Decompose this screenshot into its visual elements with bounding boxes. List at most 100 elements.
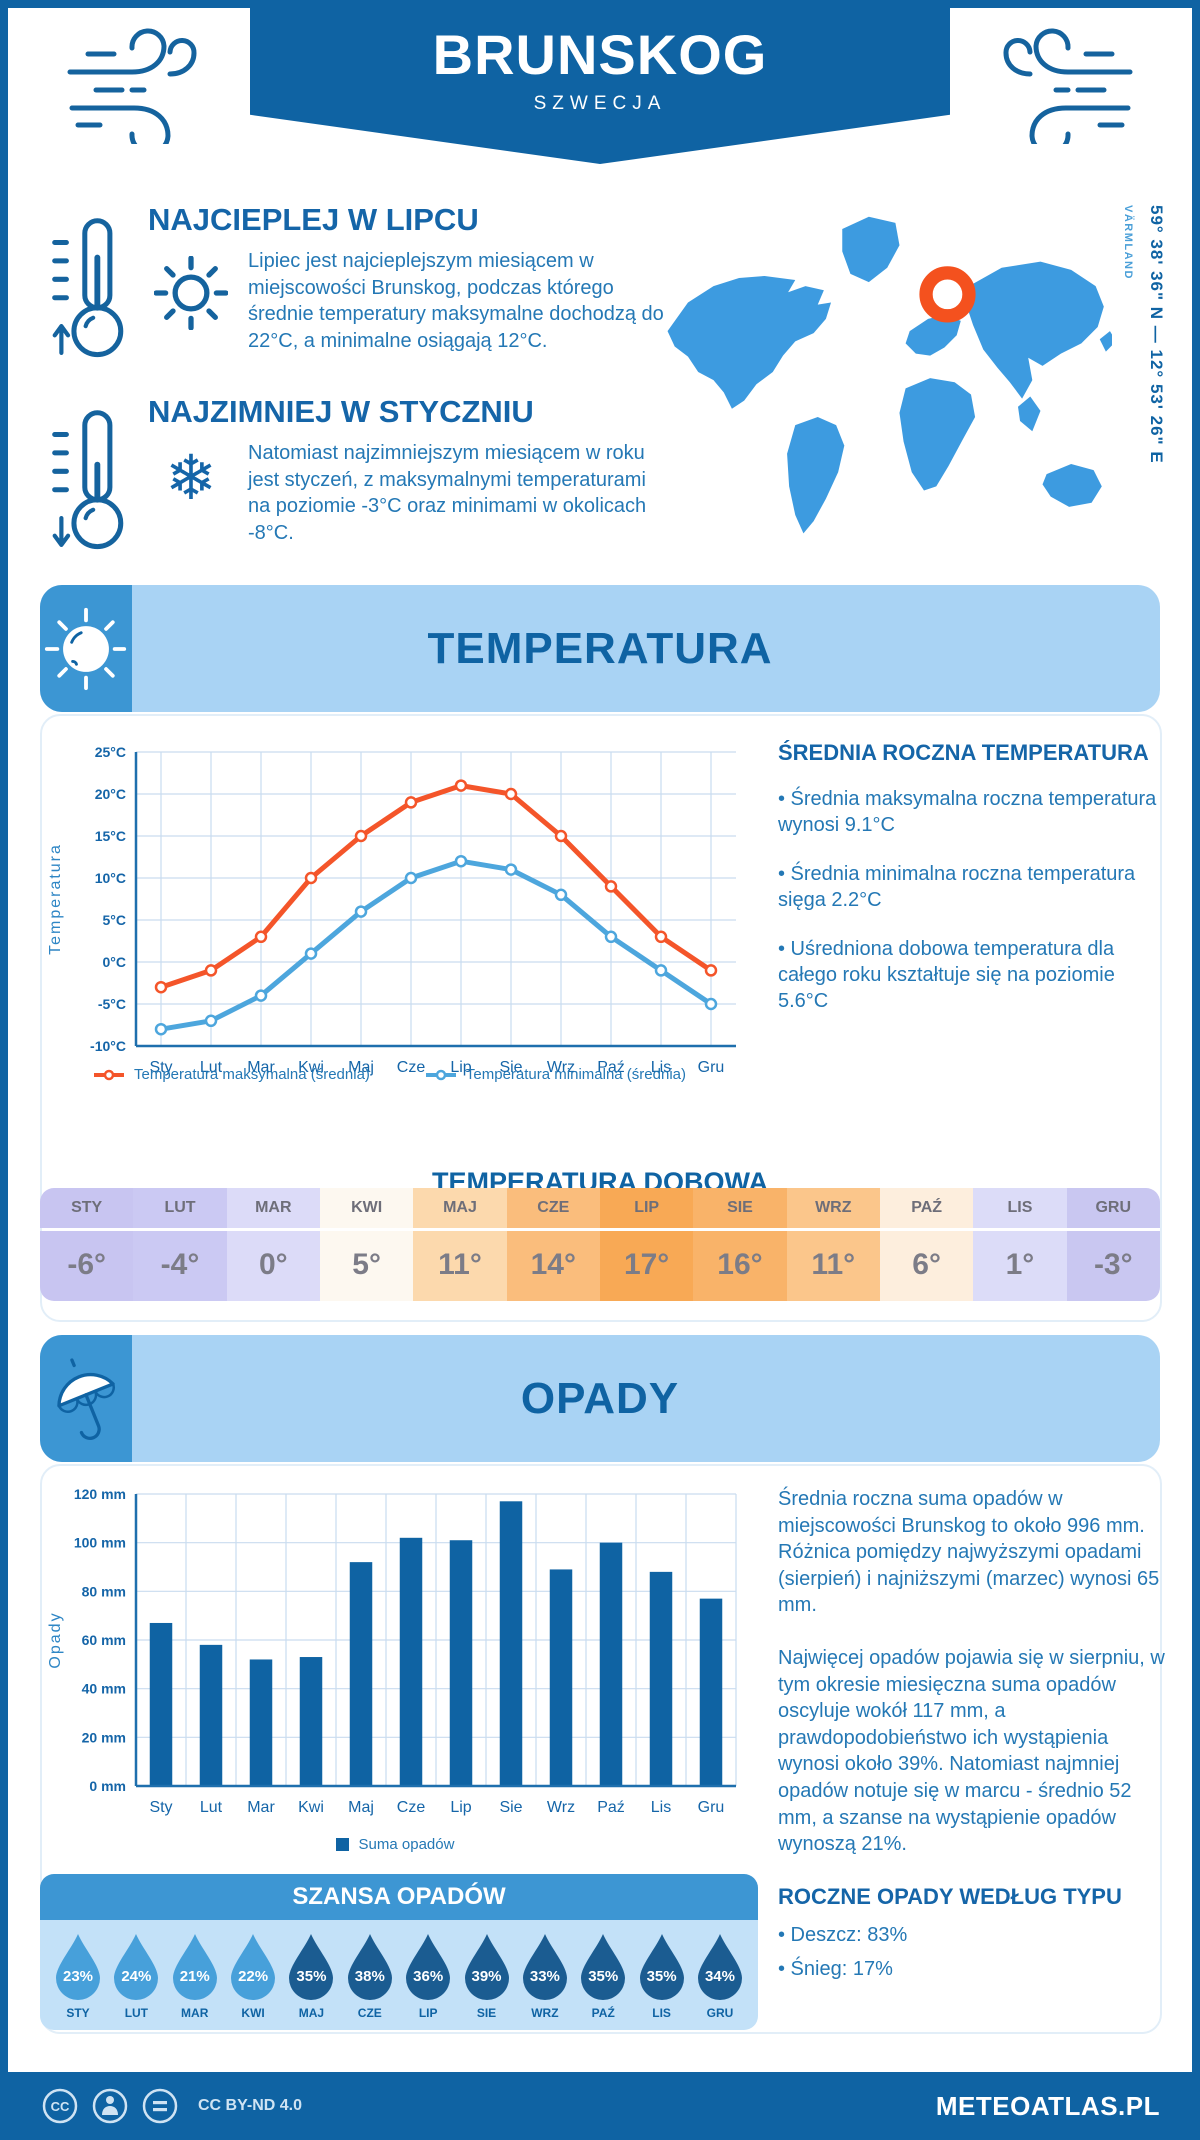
raindrop-icon: 35% MAJ <box>283 1932 339 2020</box>
svg-text:Mar: Mar <box>247 1799 275 1816</box>
chance-value: 35% <box>646 1968 677 1985</box>
annual-bullet: • Średnia minimalna roczna temperatura s… <box>778 862 1136 912</box>
chance-month: MAJ <box>298 2006 325 2020</box>
month-value-cell: 14° <box>506 1231 600 1301</box>
raindrop-icon: 35% LIS <box>634 1932 690 2020</box>
thermometer-up-icon <box>48 200 140 377</box>
highlight-warmest-title: NAJCIEPLEJ W LIPCU <box>148 202 479 237</box>
temperature-chart-legend: Temperatura maksymalna (średnia) Tempera… <box>60 1066 720 1083</box>
month-header-cell: LIS <box>973 1188 1067 1228</box>
svg-text:Mar: Mar <box>247 1059 275 1076</box>
svg-text:Kwi: Kwi <box>298 1799 324 1816</box>
raindrop-icon: 33% WRZ <box>517 1932 573 2020</box>
svg-text:Maj: Maj <box>348 1799 374 1816</box>
month-header-cell: MAJ <box>413 1188 507 1228</box>
temperature-section-title: TEMPERATURA <box>427 623 773 673</box>
chance-value: 35% <box>588 1968 619 1985</box>
month-header-cell: GRU <box>1066 1188 1160 1228</box>
chance-value: 33% <box>529 1968 560 1985</box>
svg-text:40 mm: 40 mm <box>82 1681 126 1697</box>
month-table-header: STY LUT MAR KWI MAJ CZE LIP SIE WRZ PAŹ LIS GRU <box>40 1188 1160 1228</box>
svg-text:Paź: Paź <box>597 1799 625 1816</box>
brand-link[interactable]: METEOATLAS.PL <box>935 2090 1160 2121</box>
daily-temperature-table: STY LUT MAR KWI MAJ CZE LIP SIE WRZ PAŹ LIS GRU -6°… <box>40 1188 1160 1301</box>
sun-band-icon <box>40 585 132 712</box>
chance-month: MAR <box>181 2006 209 2020</box>
chance-value: 35% <box>296 1968 327 1985</box>
svg-text:CC: CC <box>51 2099 70 2114</box>
annual-bullet: • Średnia maksymalna roczna temperatura … <box>778 788 1157 837</box>
highlight-coldest-title: NAJZIMNIEJ W STYCZNIU <box>148 394 534 429</box>
location-region: VÄRMLAND <box>1122 205 1134 280</box>
month-value-cell: 17° <box>599 1231 694 1301</box>
svg-text:Sty: Sty <box>149 1059 172 1076</box>
month-header-cell: LUT <box>133 1188 227 1228</box>
header-banner: BRUNSKOG SZWECJA <box>250 0 950 164</box>
raindrop-icon: 34% GRU <box>692 1932 748 2020</box>
legend-item-sum: Suma opadów <box>335 1836 454 1853</box>
temperature-section-band: TEMPERATURA <box>40 585 1160 712</box>
chance-value: 22% <box>238 1968 269 1985</box>
svg-text:100 mm: 100 mm <box>74 1535 126 1551</box>
month-header-cell: CZE <box>506 1188 600 1228</box>
month-header-cell: LIP <box>599 1188 694 1228</box>
month-value-cell: -4° <box>133 1231 227 1301</box>
svg-text:Lut: Lut <box>200 1059 223 1076</box>
svg-text:-10°C: -10°C <box>90 1038 126 1054</box>
wind-icon <box>58 22 208 156</box>
legend-swatch <box>335 1838 349 1851</box>
raindrop-icon: 21% MAR <box>167 1932 223 2020</box>
svg-text:Sie: Sie <box>499 1799 522 1816</box>
raindrop-icon: 36% LIP <box>400 1932 456 2020</box>
svg-text:Lip: Lip <box>450 1059 471 1076</box>
precipitation-summary: Średnia roczna suma opadów w miejscowośc… <box>778 1486 1170 1884</box>
month-header-cell: MAR <box>226 1188 320 1228</box>
month-value-cell: 6° <box>879 1231 974 1301</box>
month-value-cell: -6° <box>40 1231 134 1301</box>
footer: CC CC BY-ND 4.0 METEOATLAS.PL <box>0 2072 1200 2140</box>
chance-month: KWI <box>241 2006 265 2020</box>
precipitation-chart-legend: Suma opadów <box>40 1836 750 1853</box>
license-label: CC BY-ND 4.0 <box>198 2097 303 2114</box>
svg-text:Lut: Lut <box>200 1799 223 1816</box>
month-value-cell: 0° <box>226 1231 320 1301</box>
page-title: BRUNSKOG <box>432 23 768 86</box>
precipitation-bar-chart: 0 mm 20 mm 40 mm 60 mm 80 mm 100 mm 120 mm Sty L… <box>40 1482 750 1841</box>
annual-temperature-summary: ŚREDNIA ROCZNA TEMPERATURA • Średnia mak… <box>778 740 1170 1037</box>
page-subtitle: SZWECJA <box>533 93 667 114</box>
month-value-cell: 1° <box>973 1231 1067 1301</box>
svg-text:Maj: Maj <box>348 1059 374 1076</box>
month-value-cell: -3° <box>1066 1231 1160 1301</box>
svg-text:Gru: Gru <box>698 1799 725 1816</box>
legend-item-max: Temperatura maksymalna (średnia) <box>93 1066 370 1083</box>
svg-text:80 mm: 80 mm <box>82 1583 126 1599</box>
svg-text:0°C: 0°C <box>103 954 127 970</box>
precipitation-type-rain: • Deszcz: 83% <box>778 1924 908 1946</box>
month-header-cell: KWI <box>319 1188 414 1228</box>
temperature-panel <box>40 714 1162 1322</box>
precipitation-types: ROCZNE OPADY WEDŁUG TYPU • Deszcz: 83% •… <box>778 1884 1170 1991</box>
precipitation-paragraph-1: Średnia roczna suma opadów w miejscowośc… <box>778 1488 1160 1617</box>
license-block[interactable]: CC CC BY-ND 4.0 <box>40 2086 302 2126</box>
chance-value: 21% <box>179 1968 210 1985</box>
location-coordinates: 59° 38' 36" N — 12° 53' 26" E <box>1147 205 1166 464</box>
annual-temperature-bullets: • Średnia maksymalna roczna temperatura … <box>778 786 1170 1015</box>
cc-icon: CC <box>42 2088 78 2124</box>
precipitation-types-heading: ROCZNE OPADY WEDŁUG TYPU <box>778 1884 1122 1909</box>
raindrop-icon: 23% STY <box>50 1932 106 2020</box>
attribution-icon <box>92 2088 128 2124</box>
svg-text:15°C: 15°C <box>95 828 126 844</box>
precipitation-chance-drops: 23% STY 24% LUT 21% MAR 22% KWI 35% MAJ 38% CZE 36% L… <box>40 1920 758 2030</box>
wind-icon <box>992 22 1142 156</box>
svg-text:Cze: Cze <box>397 1059 426 1076</box>
chance-month: GRU <box>706 2006 734 2020</box>
chance-month: STY <box>66 2006 90 2020</box>
svg-text:Paź: Paź <box>597 1059 625 1076</box>
map-marker <box>919 266 976 323</box>
svg-text:Sie: Sie <box>499 1059 522 1076</box>
precipitation-chance-heading: SZANSA OPADÓW <box>40 1874 758 1920</box>
svg-text:Cze: Cze <box>397 1799 426 1816</box>
svg-text:Sty: Sty <box>149 1799 172 1816</box>
month-value-cell: 11° <box>786 1231 880 1301</box>
highlight-warmest-text: Lipiec jest najcieplejszym miesiącem w m… <box>248 250 664 352</box>
